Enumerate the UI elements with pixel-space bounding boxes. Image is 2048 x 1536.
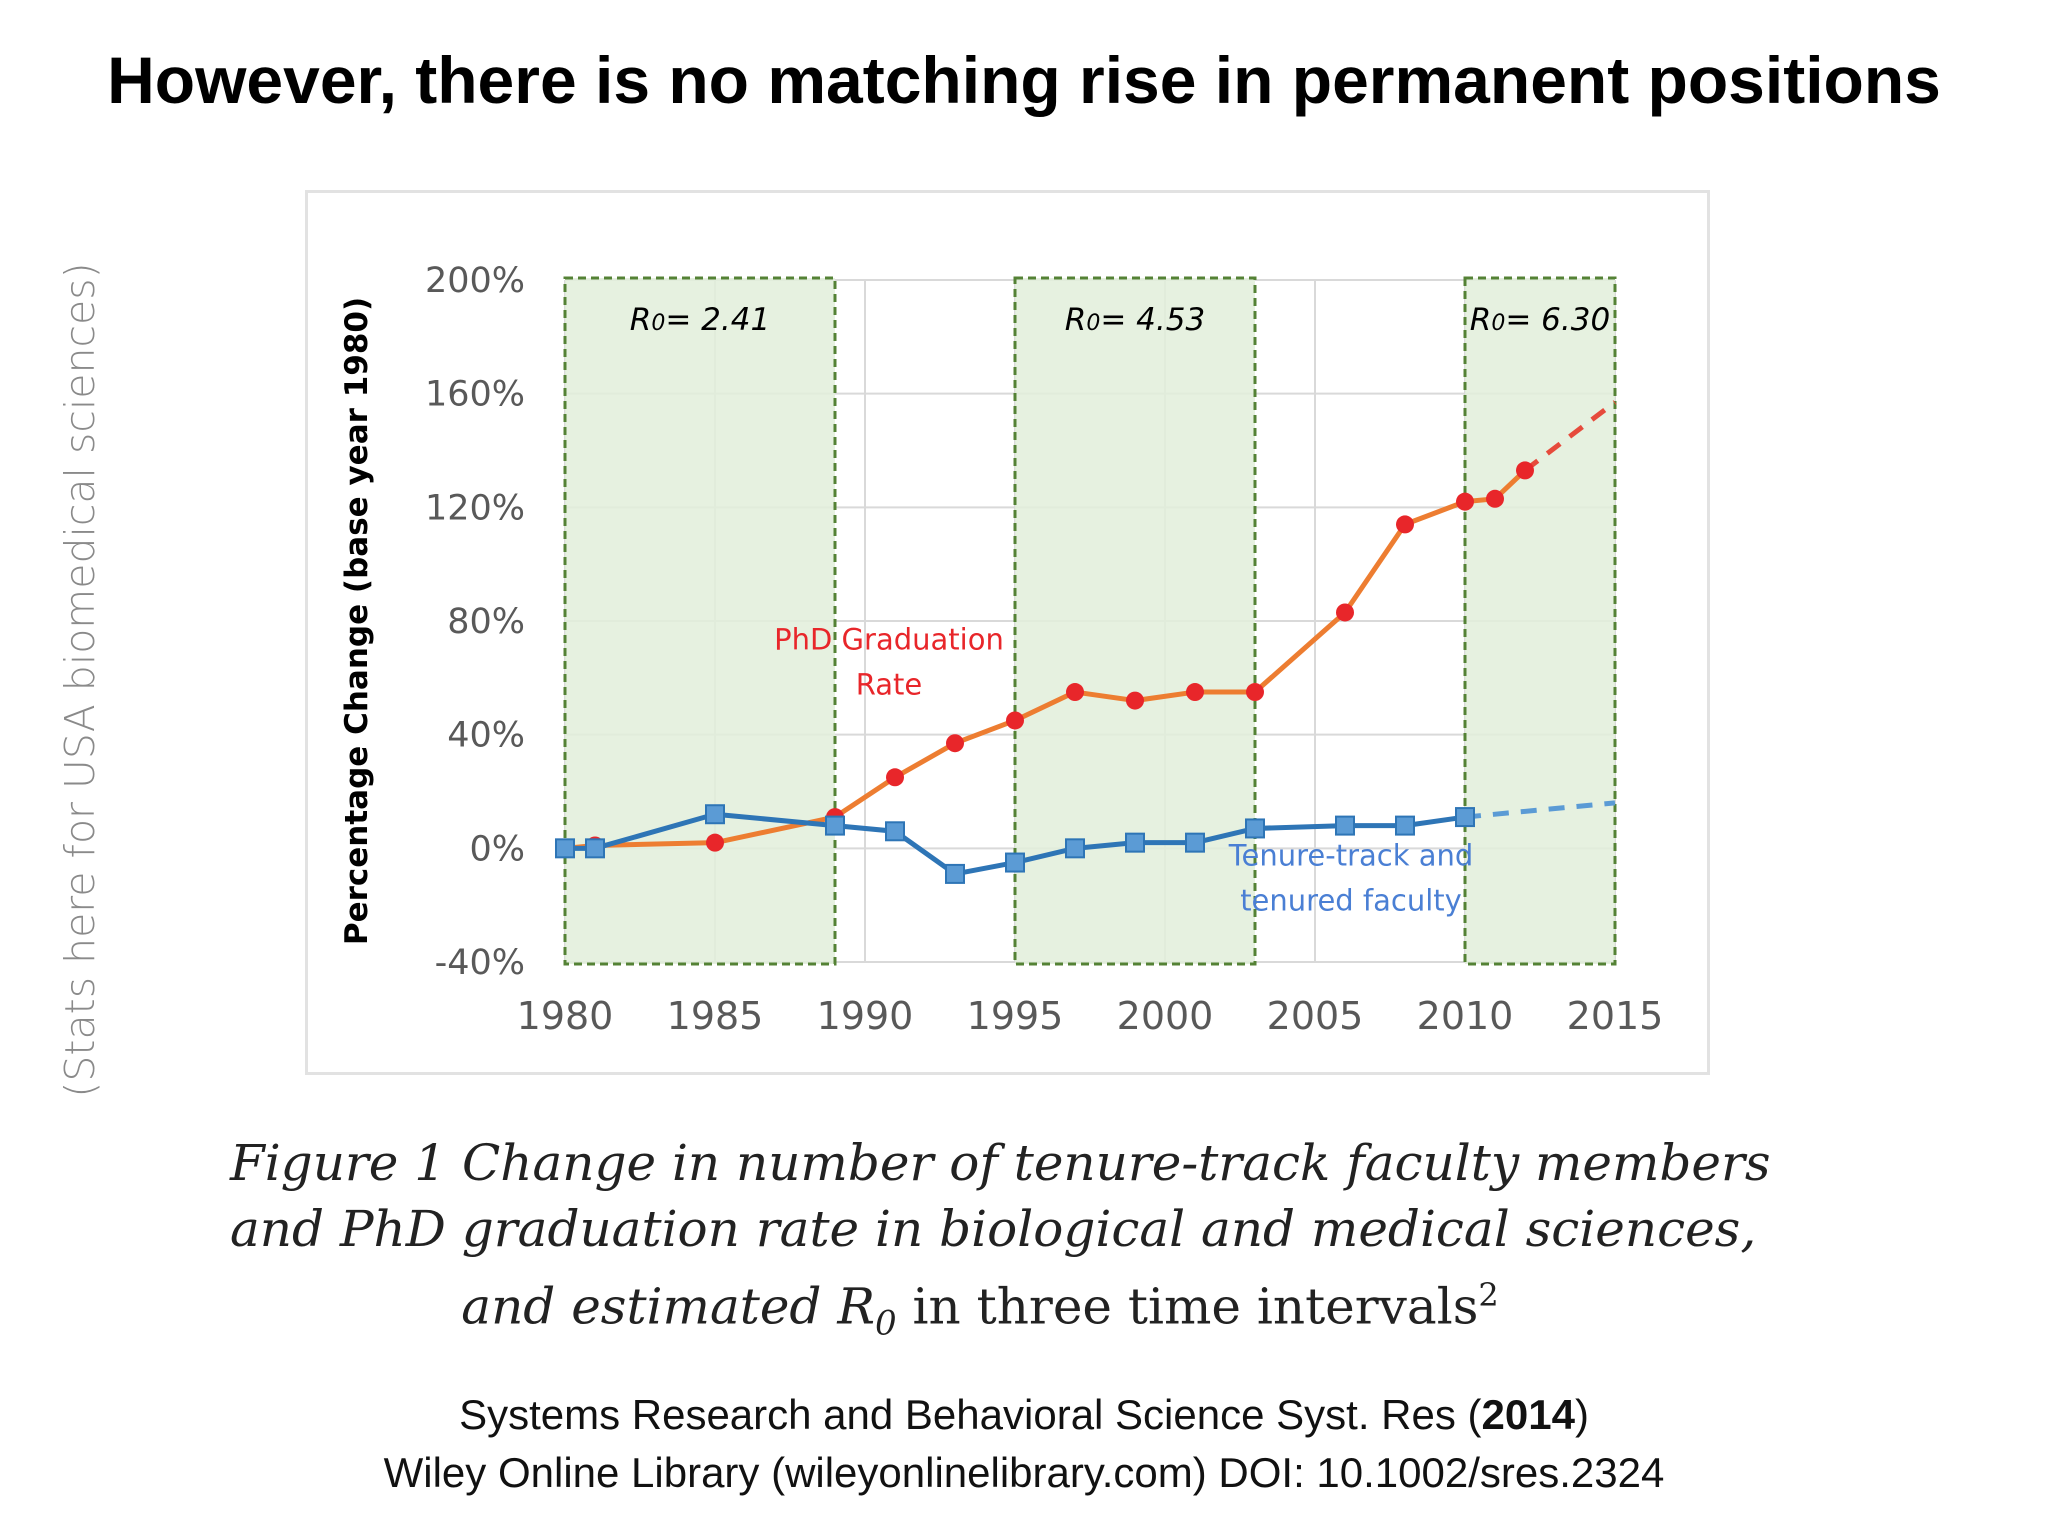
- data-point: [1456, 492, 1474, 511]
- citation-line-2: Wiley Online Library (wileyonlinelibrary…: [383, 1449, 1665, 1496]
- caption-r-subscript: 0: [875, 1303, 897, 1344]
- data-point: [825, 815, 845, 836]
- data-point: [1186, 683, 1204, 702]
- shaded-interval: [1463, 276, 1617, 966]
- data-point: [1396, 515, 1414, 534]
- caption-line-2: and PhD graduation rate in biological an…: [230, 1200, 1757, 1258]
- r0-label: R0= 2.41: [630, 302, 770, 338]
- y-tick-label: -40%: [435, 943, 525, 983]
- x-tick-label: 2005: [1267, 994, 1364, 1038]
- data-point: [706, 833, 724, 852]
- y-tick-label: 40%: [447, 716, 525, 756]
- data-point: [585, 838, 605, 859]
- data-point: [1006, 711, 1024, 730]
- projection-line: [1464, 800, 1616, 820]
- citation-close: ): [1574, 1391, 1589, 1438]
- data-point: [555, 838, 575, 859]
- x-tick-label: 2015: [1567, 994, 1664, 1038]
- side-note: (Stats here for USA biomedical sciences): [56, 262, 104, 1098]
- y-tick-label: 80%: [447, 602, 525, 642]
- shaded-interval: [1013, 276, 1257, 966]
- citation-year: 2014: [1481, 1391, 1575, 1438]
- shaded-intervals: R0= 2.41 R0= 4.53 R0= 6.30: [563, 276, 1617, 966]
- series-line: [565, 811, 1466, 877]
- caption-line-3: and estimated R0 in three time intervals…: [230, 1262, 1730, 1357]
- data-point: [1125, 832, 1145, 853]
- caption-line-3-start: and estimated: [461, 1277, 838, 1336]
- caption-line-1: Figure 1 Change in number of tenure-trac…: [230, 1134, 1771, 1192]
- x-tick-label: 2010: [1417, 994, 1514, 1038]
- data-point: [1065, 838, 1085, 859]
- data-point: [886, 768, 904, 787]
- data-point: [1245, 818, 1265, 839]
- y-tick-label: 120%: [425, 488, 525, 528]
- shaded-interval: [563, 276, 837, 966]
- caption-footnote-mark: 2: [1478, 1276, 1499, 1314]
- x-tick-label: 1980: [517, 994, 614, 1038]
- data-point: [1455, 807, 1475, 828]
- axis-ticks: -40% 0% 40% 80% 120% 160% 200% 1980 1985 1990 1995…: [425, 261, 1663, 1038]
- x-tick-label: 1995: [967, 994, 1064, 1038]
- series: [555, 400, 1617, 884]
- y-axis-label: Percentage Change (base year 1980): [339, 297, 375, 945]
- data-point: [1335, 815, 1355, 836]
- data-point: [1246, 683, 1264, 702]
- data-point: [1395, 815, 1415, 836]
- data-point: [946, 734, 964, 753]
- series-labels: PhD Graduation Rate Tenure-track and tenure…: [774, 622, 1473, 917]
- slide-title: However, there is no matching rise in pe…: [107, 43, 1941, 117]
- data-point: [1336, 603, 1354, 622]
- data-point: [945, 863, 965, 884]
- data-point: [885, 821, 905, 842]
- caption-line-3-end: in three time intervals: [896, 1277, 1479, 1336]
- series-label: Tenure-track and tenured faculty: [1228, 838, 1474, 917]
- line-chart: R0= 2.41 R0= 4.53 R0= 6.30 -40% 0% 40% 80% 120…: [339, 261, 1663, 1038]
- x-tick-label: 1990: [817, 994, 914, 1038]
- citation-journal: Systems Research and Behavioral Science …: [459, 1391, 1482, 1438]
- data-point: [705, 804, 725, 825]
- data-point: [1126, 691, 1144, 710]
- data-point: [1486, 489, 1504, 508]
- r0-label: R0= 4.53: [1065, 302, 1205, 338]
- data-point: [1005, 852, 1025, 873]
- citation: Systems Research and Behavioral Science …: [0, 1386, 2048, 1502]
- caption-r-symbol: R: [837, 1277, 875, 1336]
- series-line: [564, 468, 1527, 851]
- x-tick-label: 1985: [667, 994, 764, 1038]
- projection-line: [1523, 400, 1617, 473]
- data-point: [1066, 683, 1084, 702]
- series-label: PhD Graduation Rate: [774, 622, 1004, 701]
- data-point: [1516, 461, 1534, 480]
- x-tick-label: 2000: [1117, 994, 1214, 1038]
- data-point: [1185, 832, 1205, 853]
- figure-caption: Figure 1 Change in number of tenure-trac…: [230, 1130, 1771, 1357]
- y-tick-label: 0%: [469, 829, 525, 869]
- y-tick-label: 200%: [425, 261, 525, 301]
- citation-line-1: Systems Research and Behavioral Science …: [0, 1386, 2048, 1444]
- y-tick-label: 160%: [425, 375, 525, 415]
- r0-label: R0= 6.30: [1470, 302, 1610, 338]
